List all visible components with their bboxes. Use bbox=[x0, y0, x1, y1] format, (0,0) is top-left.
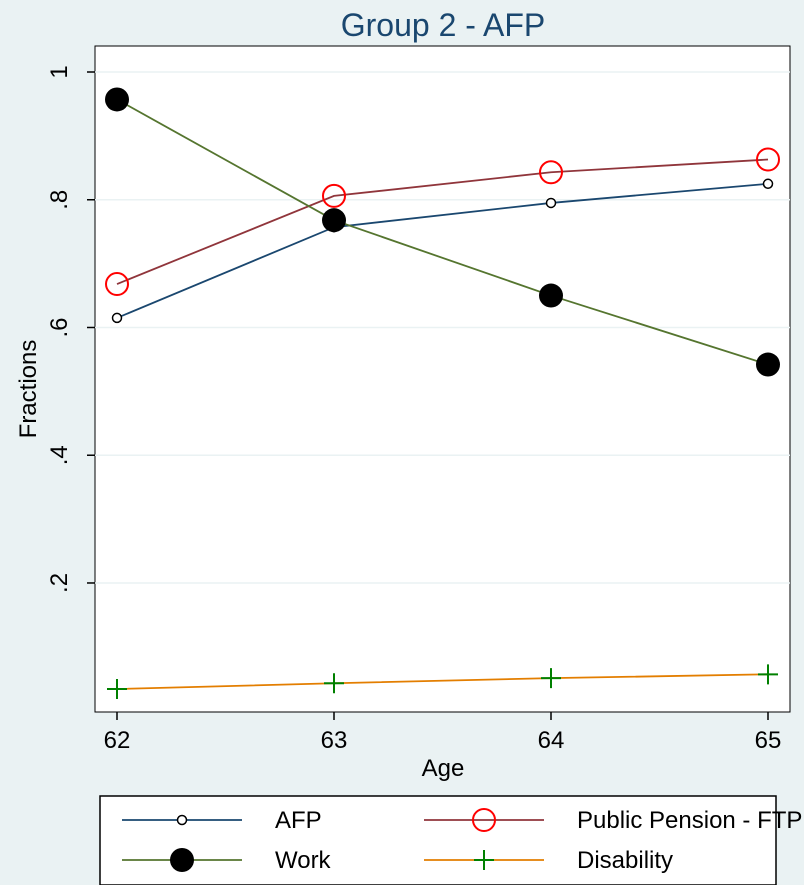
axes: .2 .4 .6 .8 1 62 63 64 65 bbox=[46, 65, 781, 754]
plot-area bbox=[94, 45, 791, 713]
legend-item: Disability bbox=[424, 847, 673, 874]
point-marker bbox=[324, 673, 344, 694]
series-line bbox=[116, 158, 769, 285]
point-marker bbox=[472, 808, 496, 832]
point-marker bbox=[176, 814, 188, 826]
series-line bbox=[116, 673, 769, 690]
point-marker bbox=[105, 87, 129, 112]
point-marker bbox=[756, 352, 780, 377]
legend-label: AFP bbox=[275, 807, 322, 834]
point-marker bbox=[758, 664, 778, 685]
chart-title: Group 2 - AFP bbox=[341, 7, 546, 43]
point-marker bbox=[756, 147, 780, 172]
point-marker bbox=[322, 183, 346, 208]
point-marker bbox=[762, 178, 774, 190]
y-tick-label: .4 bbox=[46, 445, 73, 465]
point-marker bbox=[322, 208, 346, 233]
point-marker bbox=[170, 848, 194, 872]
legend-box bbox=[99, 795, 777, 885]
legend-label: Public Pension - FTP bbox=[577, 807, 802, 834]
legend: AFP Public Pension - FTP Work Disability bbox=[99, 795, 802, 885]
series-work bbox=[105, 87, 780, 377]
x-tick-label: 64 bbox=[538, 727, 565, 754]
x-tick-label: 62 bbox=[104, 727, 131, 754]
legend-label: Disability bbox=[577, 847, 673, 874]
point-marker bbox=[539, 160, 563, 185]
x-tick-label: 63 bbox=[321, 727, 348, 754]
legend-item: AFP bbox=[122, 807, 322, 834]
y-tick-label: 1 bbox=[46, 65, 73, 78]
grid-lines bbox=[95, 71, 790, 584]
y-tick-label: .2 bbox=[46, 573, 73, 593]
point-marker bbox=[474, 850, 494, 870]
y-tick-label: .6 bbox=[46, 317, 73, 337]
x-axis-label: Age bbox=[422, 755, 465, 782]
y-tick-label: .8 bbox=[46, 190, 73, 210]
series-public-pension-ftp bbox=[105, 147, 780, 297]
series-line bbox=[116, 98, 769, 366]
x-tick-label: 65 bbox=[755, 727, 782, 754]
point-marker bbox=[111, 312, 123, 324]
point-marker bbox=[545, 197, 557, 209]
point-marker bbox=[541, 668, 561, 689]
point-marker bbox=[107, 679, 127, 700]
y-axis-label: Fractions bbox=[15, 340, 42, 439]
point-marker bbox=[539, 283, 563, 308]
legend-item: Work bbox=[122, 847, 332, 874]
series-line bbox=[116, 182, 769, 319]
series-layer bbox=[105, 87, 780, 700]
point-marker bbox=[105, 272, 129, 297]
series-disability bbox=[107, 664, 778, 700]
legend-item: Public Pension - FTP bbox=[424, 807, 802, 834]
legend-label: Work bbox=[275, 847, 332, 874]
